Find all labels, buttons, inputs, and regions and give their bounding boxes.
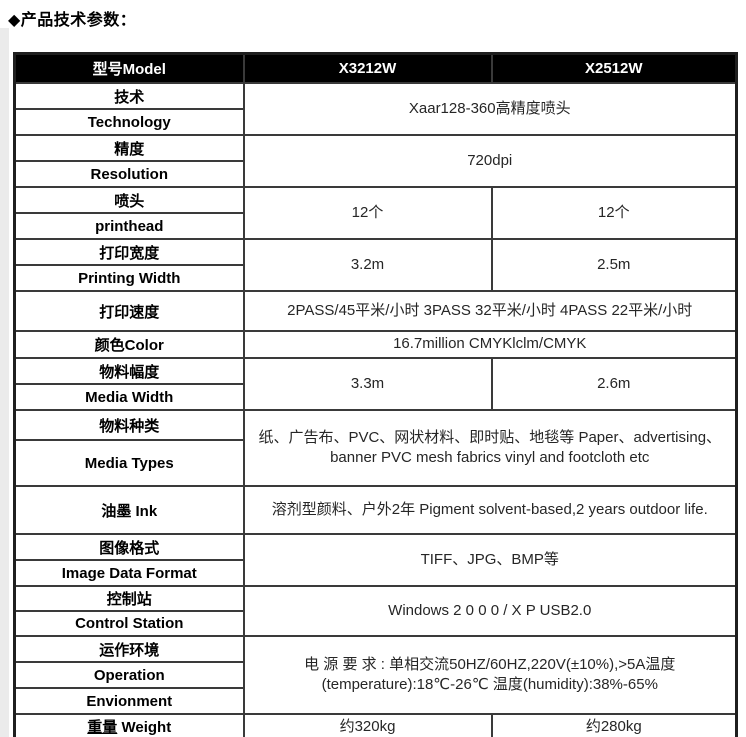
spec-value-printhead-x2512w: 12个: [490, 186, 738, 240]
spec-label-media-width-cn: 物料幅度: [13, 357, 245, 385]
table-row: Operation: [13, 661, 737, 689]
table-row: Media Width: [13, 383, 737, 411]
table-row: 重量 Weight 约320kg 约280kg: [13, 713, 738, 737]
table-row: 喷头 12个 12个: [13, 186, 738, 240]
spec-value-media-width-x2512w: 2.6m: [490, 357, 738, 411]
spec-label-printhead-en: printhead: [13, 212, 245, 240]
spec-label-printing-width-en: Printing Width: [13, 264, 245, 292]
spec-label-weight: 重量 Weight: [13, 713, 245, 737]
spec-label-media-types-cn: 物料种类: [13, 409, 245, 441]
spec-label-control-station-cn: 控制站: [13, 585, 245, 612]
spec-value-printing-width-x3212w: 3.2m: [242, 238, 493, 292]
table-row: 精度 720dpi: [13, 134, 738, 188]
spec-value-resolution: 720dpi: [242, 134, 738, 188]
spec-value-control-station: Windows 2 0 0 0 / X P USB2.0: [242, 585, 738, 637]
spec-label-printing-speed: 打印速度: [13, 290, 245, 332]
spec-value-printing-width-x2512w: 2.5m: [490, 238, 738, 292]
spec-label-color: 颜色Color: [13, 330, 245, 359]
table-row: Resolution: [13, 160, 737, 188]
spec-value-media-width-x3212w: 3.3m: [242, 357, 493, 411]
spec-value-weight-x3212w: 约320kg: [242, 713, 493, 737]
table-row: 图像格式 TIFF、JPG、BMP等: [13, 533, 738, 587]
spec-label-printhead-cn: 喷头: [13, 186, 245, 214]
spec-label-ink: 油墨 Ink: [13, 485, 245, 535]
spec-label-media-width-en: Media Width: [13, 383, 245, 411]
spec-label-image-format-en: Image Data Format: [13, 559, 245, 587]
page-title: ◆产品技术参数：: [8, 12, 137, 29]
table-row: 控制站 Windows 2 0 0 0 / X P USB2.0: [13, 585, 738, 637]
spec-label-resolution-cn: 精度: [13, 134, 245, 162]
spec-label-operation-env-cn: 运作环境: [13, 635, 245, 663]
spec-value-printing-speed: 2PASS/45平米/小时 3PASS 32平米/小时 4PASS 22平米/小…: [242, 290, 738, 332]
header-model-x3212w: X3212W: [242, 52, 493, 84]
spec-label-technology-cn: 技术: [13, 82, 245, 110]
spec-label-resolution-en: Resolution: [13, 160, 245, 188]
spec-value-technology: Xaar128-360高精度喷头: [242, 82, 738, 136]
spec-label-operation-env-en1: Operation: [13, 661, 245, 689]
spec-label-weight-cn: 重量: [87, 719, 118, 737]
table-row: Technology: [13, 108, 737, 136]
table-row: printhead: [13, 212, 737, 240]
spec-value-media-types: 纸、广告布、PVC、网状材料、即时贴、地毯等 Paper、advertising…: [242, 409, 738, 487]
table-row: Envionment: [13, 687, 737, 715]
spec-label-control-station-en: Control Station: [13, 610, 245, 637]
header-model-label: 型号Model: [13, 52, 245, 84]
table-header-row: 型号Model X3212W X2512W: [13, 52, 738, 84]
table-row: Image Data Format: [13, 559, 737, 587]
spec-table: 型号Model X3212W X2512W 技术 Xaar128-360高精度喷…: [13, 52, 738, 737]
spec-value-color: 16.7million CMYKlclm/CMYK: [242, 330, 738, 359]
table-row: Control Station: [13, 610, 737, 637]
spec-label-technology-en: Technology: [13, 108, 245, 136]
spec-value-printhead-x3212w: 12个: [242, 186, 493, 240]
spec-label-media-types-en: Media Types: [13, 439, 245, 487]
table-row: Printing Width: [13, 264, 737, 292]
table-row: 物料种类 纸、广告布、PVC、网状材料、即时贴、地毯等 Paper、advert…: [13, 409, 738, 487]
table-row: 颜色Color 16.7million CMYKlclm/CMYK: [13, 330, 738, 359]
table-row: 物料幅度 3.3m 2.6m: [13, 357, 738, 411]
spec-label-weight-en: Weight: [117, 719, 172, 737]
table-row: 运作环境 电 源 要 求 : 单相交流50HZ/60HZ,220V(±10%),…: [13, 635, 738, 715]
spec-value-image-format: TIFF、JPG、BMP等: [242, 533, 738, 587]
table-row: 技术 Xaar128-360高精度喷头: [13, 82, 738, 136]
page-margin-strip: [0, 28, 9, 737]
table-row: 油墨 Ink 溶剂型颜料、户外2年 Pigment solvent-based,…: [13, 485, 738, 535]
spec-value-ink: 溶剂型颜料、户外2年 Pigment solvent-based,2 years…: [242, 485, 738, 535]
spec-label-operation-env-en2: Envionment: [13, 687, 245, 715]
header-model-x2512w: X2512W: [490, 52, 738, 84]
table-row: 打印速度 2PASS/45平米/小时 3PASS 32平米/小时 4PASS 2…: [13, 290, 738, 332]
spec-label-image-format-cn: 图像格式: [13, 533, 245, 561]
table-row: Media Types: [13, 439, 737, 487]
spec-value-operation-env: 电 源 要 求 : 单相交流50HZ/60HZ,220V(±10%),>5A温度…: [242, 635, 738, 715]
spec-label-printing-width-cn: 打印宽度: [13, 238, 245, 266]
spec-value-weight-x2512w: 约280kg: [490, 713, 738, 737]
table-row: 打印宽度 3.2m 2.5m: [13, 238, 738, 292]
